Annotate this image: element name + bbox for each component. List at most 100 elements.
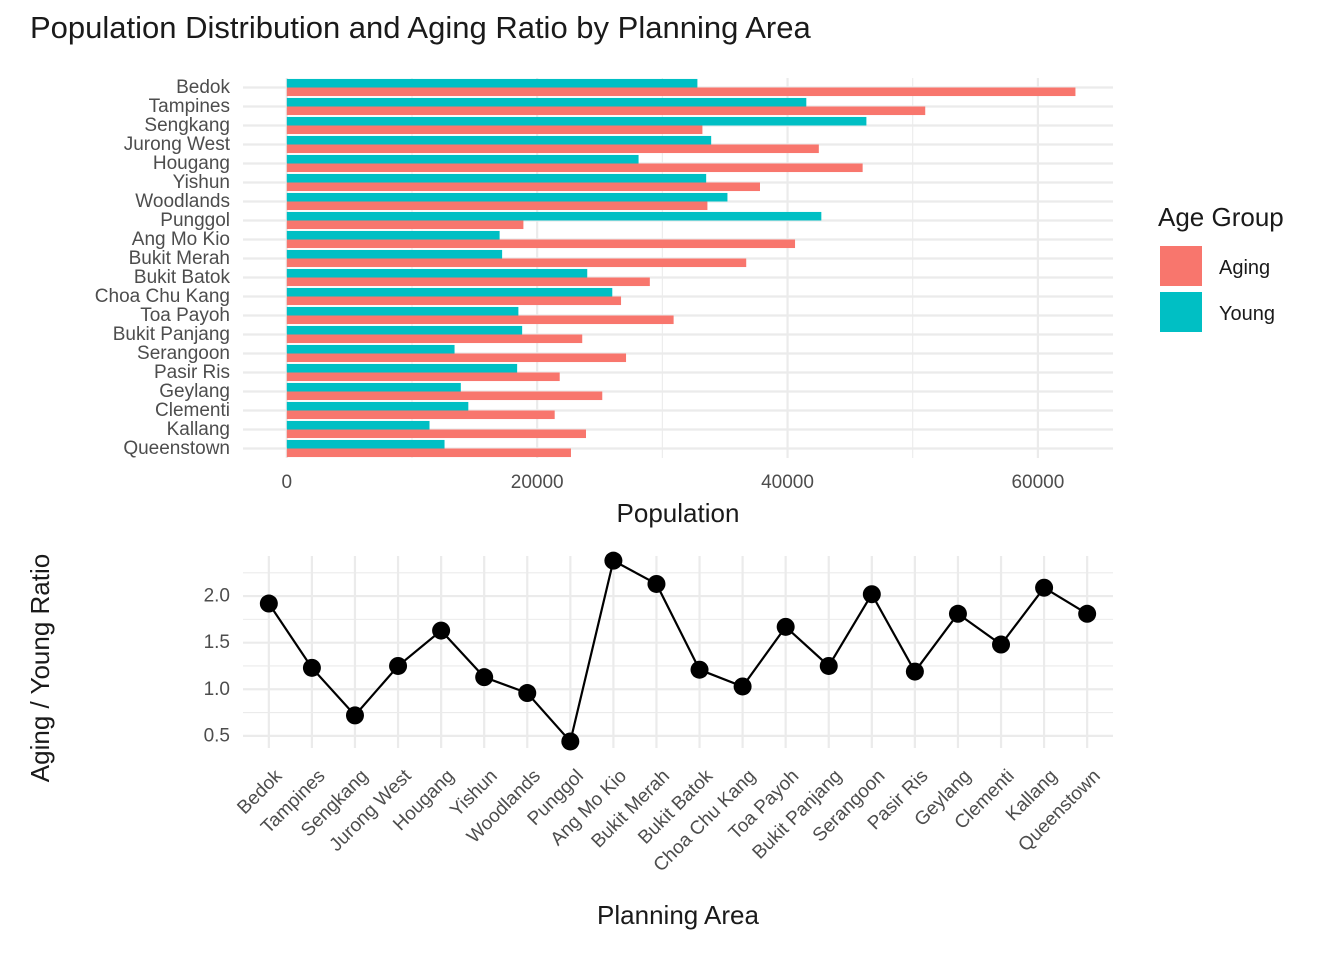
bar-aging [286,372,560,382]
y-tick-label: Bukit Panjang [113,324,230,345]
bar-aging [286,201,708,211]
bar-aging [286,106,926,116]
bar-aging [286,144,819,154]
y-tick-label: Ang Mo Kio [132,229,230,250]
y-tick-label: Yishun [173,172,230,193]
line-grid [243,556,1113,748]
y-tick-label: Bukit Batok [134,267,231,288]
bar-young [286,306,519,316]
bar-aging [286,334,583,344]
ratio-point [690,660,709,679]
bar-aging [286,296,622,306]
bar-aging [286,353,627,363]
y-tick-label: Serangoon [137,343,230,364]
y-tick-label: Bedok [176,77,230,98]
bar-young [286,135,712,145]
ratio-point [992,635,1011,654]
x-tick-label: 20000 [511,472,564,493]
ratio-point [776,617,795,636]
bar-aging [286,182,760,192]
bar-aging [286,125,703,135]
bar-aging [286,277,650,287]
ratio-point [302,658,321,677]
bar-aging [286,163,863,173]
bar-grid [243,78,1113,458]
ratio-point [1035,578,1054,597]
bar-young [286,439,445,449]
ratio-point [733,677,752,696]
ratio-point [345,706,364,725]
x-tick-label: 60000 [1011,472,1064,493]
ratio-point [647,574,666,593]
y-tick-label: 0.5 [204,725,230,746]
x-tick-labels: 0 20000 40000 60000 [282,472,1065,493]
bar-young [286,420,430,430]
legend-title: Age Group [1158,202,1284,232]
legend-swatch-aging [1160,246,1202,286]
y-tick-label: 1.5 [204,632,230,653]
y-tick-label: Toa Payoh [140,305,230,326]
ratio-point [905,662,924,681]
ratio-point [518,684,537,703]
bar-aging [286,258,747,268]
x-axis-title: Planning Area [597,900,759,930]
x-tick-label: 40000 [761,472,814,493]
y-tick-label: Pasir Ris [154,362,230,383]
bar-aging [286,87,1076,97]
bar-young [286,287,613,297]
y-tick-label: 1.0 [204,679,230,700]
bar-young [286,97,807,107]
ratio-point [862,585,881,604]
chart-title: Population Distribution and Aging Ratio … [30,10,811,45]
y-tick-label: 2.0 [204,586,230,607]
y-axis-title: Aging / Young Ratio [25,554,55,782]
ratio-line [267,559,1088,744]
bar-aging [286,239,796,249]
bar-aging [286,391,603,401]
bars [286,78,1076,458]
bar-young [286,116,867,126]
x-axis-title: Population [617,498,740,528]
y-tick-label: Kallang [167,419,230,440]
y-tick-label: Sengkang [144,115,230,136]
bar-aging [286,220,524,230]
ratio-point [819,656,838,675]
bar-young [286,211,822,221]
y-tick-label: Tampines [149,96,230,117]
y-tick-label: Queenstown [123,438,230,459]
bar-young [286,230,500,240]
ratio-point [259,594,278,613]
x-tick-label: 0 [282,472,293,493]
ratio-point [432,621,451,640]
bar-young [286,268,588,278]
y-tick-label: Woodlands [135,191,230,212]
legend-swatch-young [1160,292,1202,332]
legend-label: Aging [1219,257,1270,279]
y-tick-label: Hougang [153,153,230,174]
y-tick-label: Bukit Merah [129,248,230,269]
bar-young [286,78,698,88]
y-tick-label: Punggol [160,210,230,231]
ratio-point [604,551,623,570]
bar-young [286,173,707,183]
y-tick-labels-ratio: 0.5 1.0 1.5 2.0 [204,586,230,747]
ratio-points [259,551,1097,751]
bar-young [286,249,503,259]
bar-young [286,154,639,164]
bar-young [286,192,728,202]
y-tick-label: Jurong West [124,134,231,155]
bar-young [286,344,455,354]
y-tick-label: Geylang [159,381,230,402]
bar-aging [286,315,674,325]
legend: Age Group Aging Young [1158,202,1284,332]
ratio-point [561,732,580,751]
bar-aging [286,429,586,439]
ratio-point [948,604,967,623]
ratio-point [389,656,408,675]
bar-young [286,401,469,411]
ratio-point [475,668,494,687]
